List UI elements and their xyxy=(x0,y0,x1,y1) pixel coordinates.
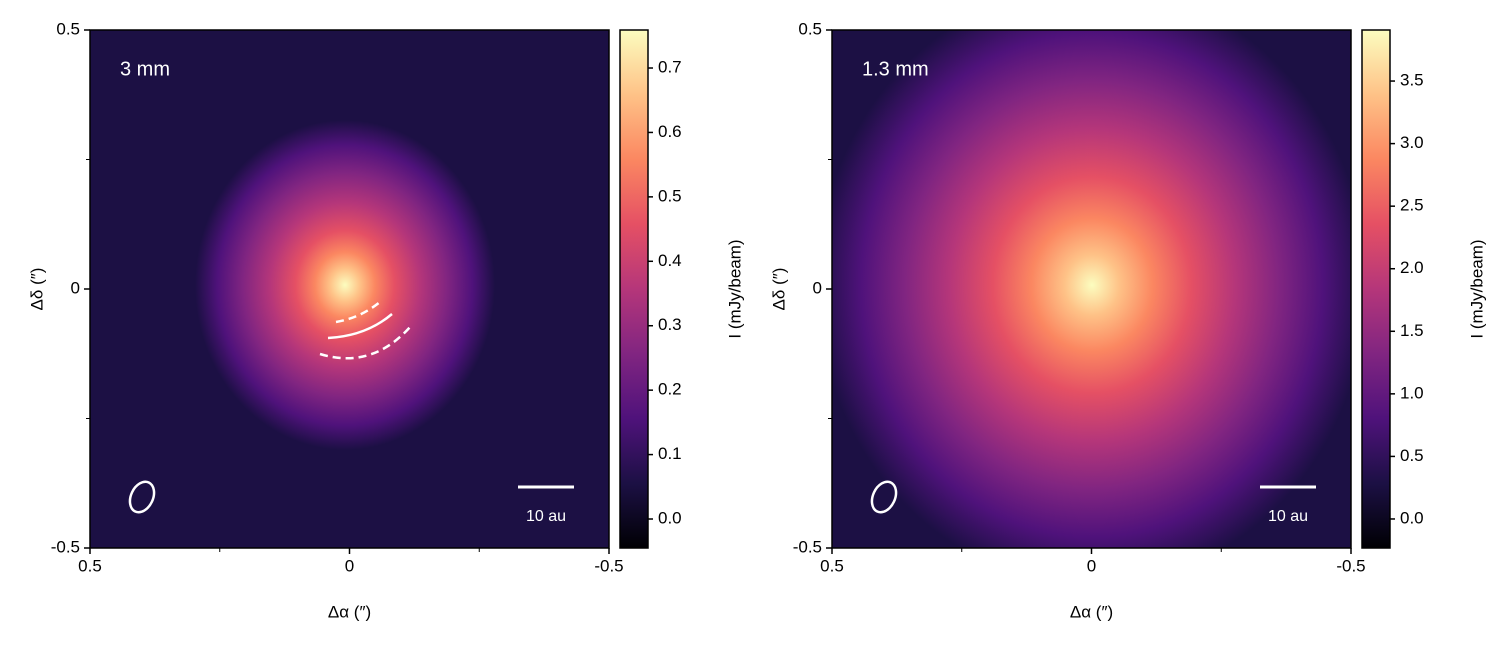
y-tick-label: 0 xyxy=(813,278,822,297)
colorbar-label: I (mJy/beam) xyxy=(1467,239,1486,338)
beam xyxy=(128,480,156,514)
colorbar-tick-label: 3.0 xyxy=(1400,133,1424,152)
colorbar-tick-label: 0.4 xyxy=(658,251,682,270)
x-tick-label: 0.5 xyxy=(78,556,102,575)
colorbar-tick-label: 1.0 xyxy=(1400,383,1424,402)
panel-label: 3 mm xyxy=(120,58,170,80)
x-tick-label: 0.5 xyxy=(820,556,844,575)
annotation-arc xyxy=(335,301,381,324)
colorbar-tick-label: 2.5 xyxy=(1400,196,1424,215)
x-tick-label: -0.5 xyxy=(1336,556,1365,575)
y-axis-label: Δδ (″) xyxy=(27,268,46,311)
panel-label: 1.3 mm xyxy=(862,58,929,80)
x-tick-label: -0.5 xyxy=(594,556,623,575)
x-axis-label: Δα (″) xyxy=(328,602,371,621)
scalebar-label: 10 au xyxy=(526,508,566,525)
colorbar-tick-label: 0.3 xyxy=(658,315,682,334)
colorbar-tick-label: 1.5 xyxy=(1400,321,1424,340)
emission xyxy=(832,30,1351,548)
y-tick-label: -0.5 xyxy=(51,537,80,556)
scalebar-label: 10 au xyxy=(1268,508,1308,525)
x-axis-label: Δα (″) xyxy=(1070,602,1113,621)
emission xyxy=(195,120,495,450)
y-tick-label: 0.5 xyxy=(798,19,822,38)
colorbar-label: I (mJy/beam) xyxy=(725,239,744,338)
colorbar xyxy=(1361,29,1391,549)
colorbar-tick-label: 2.0 xyxy=(1400,258,1424,277)
colorbar xyxy=(619,29,649,549)
colorbar-tick-label: 0.1 xyxy=(658,444,682,463)
colorbar-tick-label: 0.0 xyxy=(658,508,682,527)
y-tick-label: -0.5 xyxy=(793,537,822,556)
x-tick-label: 0 xyxy=(1087,556,1096,575)
colorbar-tick-label: 0.0 xyxy=(1400,508,1424,527)
colorbar-tick-label: 0.5 xyxy=(658,186,682,205)
x-tick-label: 0 xyxy=(345,556,354,575)
image xyxy=(90,30,609,548)
y-axis-label: Δδ (″) xyxy=(769,268,788,311)
image xyxy=(832,30,1351,548)
beam xyxy=(870,480,898,514)
colorbar-tick-label: 0.5 xyxy=(1400,446,1424,465)
y-tick-label: 0 xyxy=(71,278,80,297)
y-tick-label: 0.5 xyxy=(56,19,80,38)
annotation-arc xyxy=(327,313,393,340)
colorbar-tick-label: 0.2 xyxy=(658,380,682,399)
colorbar-tick-label: 3.5 xyxy=(1400,71,1424,90)
colorbar-tick-label: 0.7 xyxy=(658,57,682,76)
colorbar-tick-label: 0.6 xyxy=(658,122,682,141)
